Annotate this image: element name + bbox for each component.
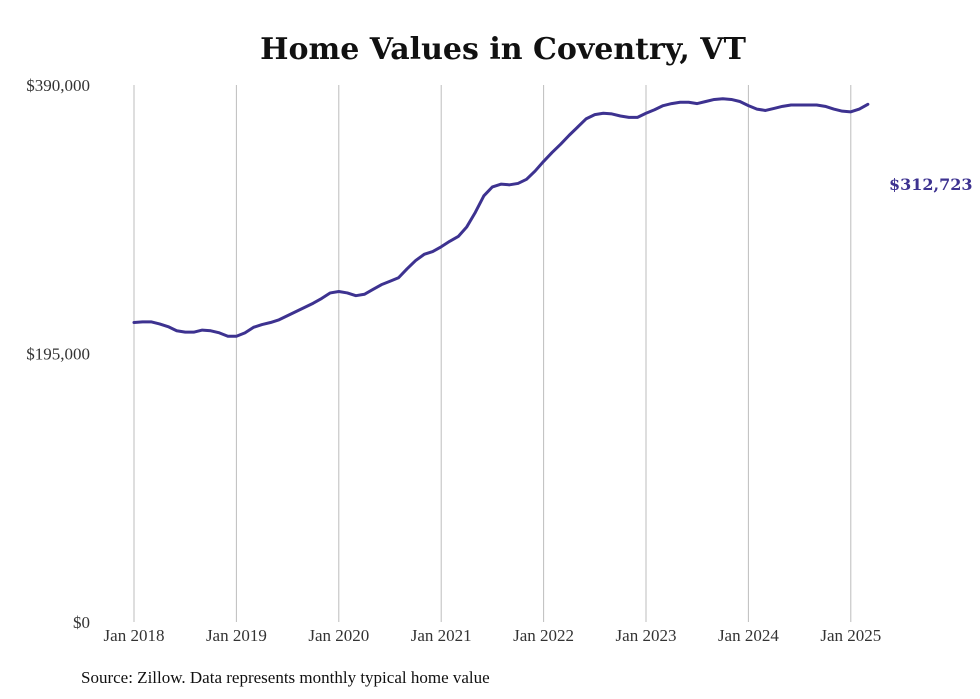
end-value-label: $312,723 xyxy=(889,175,973,194)
x-tick-label: Jan 2021 xyxy=(411,626,472,645)
vertical-gridlines xyxy=(133,85,852,622)
y-tick-label: $195,000 xyxy=(26,345,90,364)
x-tick-label: Jan 2019 xyxy=(206,626,267,645)
x-tick-label: Jan 2020 xyxy=(308,626,369,645)
x-tick-label: Jan 2025 xyxy=(820,626,881,645)
chart-title: Home Values in Coventry, VT xyxy=(260,32,746,67)
x-tick-label: Jan 2023 xyxy=(616,626,677,645)
x-tick-label: Jan 2022 xyxy=(513,626,574,645)
y-axis-ticks: $0 $195,000 $390,000 xyxy=(26,76,90,632)
x-tick-label: Jan 2024 xyxy=(718,626,779,645)
source-note: Source: Zillow. Data represents monthly … xyxy=(81,668,490,687)
home-value-line xyxy=(132,97,870,338)
x-axis-ticks: Jan 2018 Jan 2019 Jan 2020 Jan 2021 Jan 2022… xyxy=(104,626,882,645)
y-tick-label: $390,000 xyxy=(26,76,90,95)
x-tick-label: Jan 2018 xyxy=(104,626,165,645)
y-tick-label: $0 xyxy=(73,613,90,632)
